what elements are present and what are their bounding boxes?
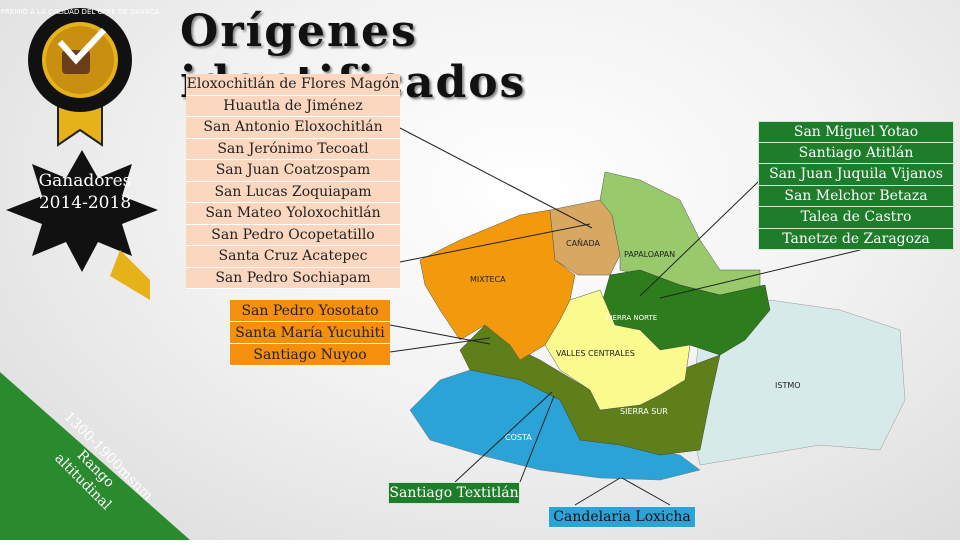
label-costa: COSTA xyxy=(505,433,532,442)
list-item: Huautla de Jiménez xyxy=(186,95,400,117)
label-sierra-sur: SIERRA SUR xyxy=(620,407,668,416)
list-item: San Mateo Yoloxochitlán xyxy=(186,203,400,225)
region-valles-centrales xyxy=(544,289,691,411)
label-mixteca: MIXTECA xyxy=(470,275,506,284)
list-item: Santa María Yucuhiti xyxy=(230,322,390,344)
winners-line1: Ganadores xyxy=(38,171,132,191)
list-item: San Lucas Zoquiapam xyxy=(186,181,400,203)
label-sierra-norte: SIERRA NORTE xyxy=(606,314,657,322)
badge-ring-text: · PREMIO A LA CALIDAD DEL CAFÉ DE OAXACA… xyxy=(0,7,164,16)
list-item: Talea de Castro xyxy=(758,207,954,229)
winners-star xyxy=(6,150,158,272)
list-item: Santiago Atitlán xyxy=(758,142,954,164)
label-istmo: ISTMO xyxy=(775,381,801,390)
winners-line2: 2014-2018 xyxy=(38,193,132,213)
list-item: San Jerónimo Tecoatl xyxy=(186,138,400,160)
checkmark-icon xyxy=(57,27,107,65)
winners-label: Ganadores 2014-2018 xyxy=(10,170,160,214)
canada-origins-list: Eloxochitlán de Flores Magón Huautla de … xyxy=(186,74,400,289)
list-item: San Pedro Sochiapam xyxy=(186,267,400,289)
list-item: Santa Cruz Acatepec xyxy=(186,246,400,268)
sierra-sur-origin: Santiago Textitlán xyxy=(388,482,520,504)
range-triangle xyxy=(0,372,190,540)
page-title: Orígenes identificados xyxy=(180,6,524,108)
list-item: San Miguel Yotao xyxy=(758,121,954,143)
mixteca-origins-list: San Pedro Yosotato Santa María Yucuhiti … xyxy=(230,300,390,366)
leader-lines xyxy=(389,127,861,506)
list-item: San Juan Juquila Vijanos xyxy=(758,164,954,186)
award-badge: · PREMIO A LA CALIDAD DEL CAFÉ DE OAXACA… xyxy=(0,7,164,147)
list-item: Tanetze de Zaragoza xyxy=(758,228,954,250)
label-papaloapan: PAPALOAPAN xyxy=(624,250,675,259)
list-item: Santiago Nuyoo xyxy=(230,344,390,366)
list-item: Eloxochitlán de Flores Magón xyxy=(186,74,400,96)
list-item: San Melchor Betaza xyxy=(758,185,954,207)
list-item: San Pedro Ocopetatillo xyxy=(186,224,400,246)
oaxaca-map: MIXTECA CAÑADA PAPALOAPAN SIERRA NORTE V… xyxy=(409,171,906,481)
list-item: San Pedro Yosotato xyxy=(230,300,390,322)
winners-star-shadow xyxy=(110,250,150,300)
list-item: San Antonio Eloxochitlán xyxy=(186,117,400,139)
sierra-norte-origins-list: San Miguel Yotao Santiago Atitlán San Ju… xyxy=(758,121,954,250)
list-item: San Juan Coatzospam xyxy=(186,160,400,182)
label-valles-centrales: VALLES CENTRALES xyxy=(556,349,635,358)
costa-origin: Candelaria Loxicha xyxy=(548,506,696,528)
label-canada: CAÑADA xyxy=(566,238,601,248)
